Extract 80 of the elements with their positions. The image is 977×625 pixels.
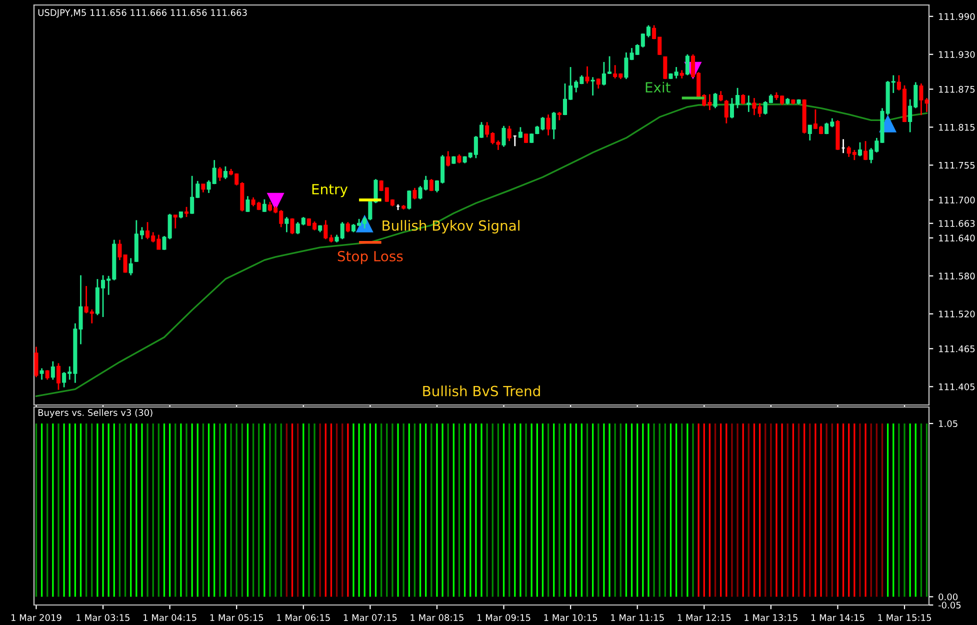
candlestick [118,239,122,261]
candlestick [919,82,924,116]
candlestick [741,94,746,106]
candlestick [502,125,506,148]
candlestick [590,76,595,96]
candlestick [50,360,55,380]
x-tick-label: 1 Mar 05:15 [210,614,264,622]
candlestick [624,52,628,80]
x-tick-label: 1 Mar 15:15 [878,614,931,622]
point [267,192,284,210]
y-tick-label: 111.640 [939,234,975,242]
x-tick-label: 1 Mar 11:15 [611,614,664,622]
candlestick [123,254,128,274]
annotation: Bullish BvS Trend [423,386,540,396]
y-tick-label: 1.05 [939,420,958,428]
candlestick [128,257,133,276]
annotation: Bullish Bykov Signal [382,220,520,234]
y-tick-label: 111.663 [939,220,975,227]
annotation: Exit [646,82,670,92]
candlestick [407,190,412,210]
y-tick-label: 0.00 [938,593,958,600]
candlestick [223,166,228,180]
y-tick-label: 111.580 [939,272,975,280]
candlestick [507,125,512,142]
y-tick-label: 111.405 [939,383,975,390]
x-tick-label: 1 Mar 03:15 [76,614,130,622]
candlestick [56,362,61,391]
y-tick-label: 111.990 [939,13,975,20]
candlestick [685,54,690,76]
candlestick [758,102,762,118]
candlestick [262,198,266,213]
x-tick-label: 1 Mar 06:15 [277,614,330,622]
candlestick [346,221,350,233]
annotation: Stop Loss [338,250,403,264]
candlestick [752,97,756,116]
x-tick-label: 1 Mar 08:15 [410,614,464,622]
y-tick-label: 111.755 [939,162,975,169]
candlestick [808,124,812,142]
y-tick-label: 111.700 [939,196,975,204]
candlestick [546,114,550,136]
candlestick [34,346,38,378]
chart-title: Buyers vs. Sellers v3 (30) [38,408,152,418]
candlestick [864,140,868,161]
candlestick [218,166,222,182]
candlestick [718,90,723,102]
y-tick-label: -0.05 [938,602,961,609]
candlestick [663,56,668,80]
candlestick [412,187,417,200]
candlestick [746,94,751,113]
candlestick [924,97,929,113]
candlestick [518,126,522,139]
x-tick-label: 1 Mar 13:15 [744,614,798,622]
candlestick [446,150,450,168]
x-tick-label: 1 Mar 04:15 [144,614,196,622]
candlestick [40,368,44,380]
candlestick [45,369,50,380]
candlestick [173,214,178,230]
candlestick [184,206,189,218]
x-tick-label: 1 Mar 12:15 [678,614,731,622]
candlestick [284,216,289,233]
y-tick-label: 111.875 [939,86,975,93]
chart-title: USDJPY,M5 111.656 111.666 111.656 111.663 [38,9,247,18]
x-tick-label: 1 Mar 10:15 [544,614,598,622]
candlestick [713,92,718,109]
y-tick-label: 111.815 [939,124,975,131]
candlestick [858,142,862,157]
candlestick [246,195,250,213]
candlestick [429,178,434,192]
y-tick-label: 111.465 [939,345,975,352]
annotation: Entry [312,184,348,198]
candlestick [724,99,728,124]
x-tick-label: 1 Mar 09:15 [477,614,530,622]
candlestick [290,218,294,235]
x-tick-label: 1 Mar 14:15 [811,614,864,622]
y-tick-label: 111.930 [939,51,975,58]
x-tick-label: 1 Mar 07:15 [344,614,397,622]
y-tick-label: 111.520 [939,310,975,318]
candlestick [552,111,556,140]
candlestick [585,66,590,84]
x-tick-label: 1 Mar 2019 [11,614,62,622]
